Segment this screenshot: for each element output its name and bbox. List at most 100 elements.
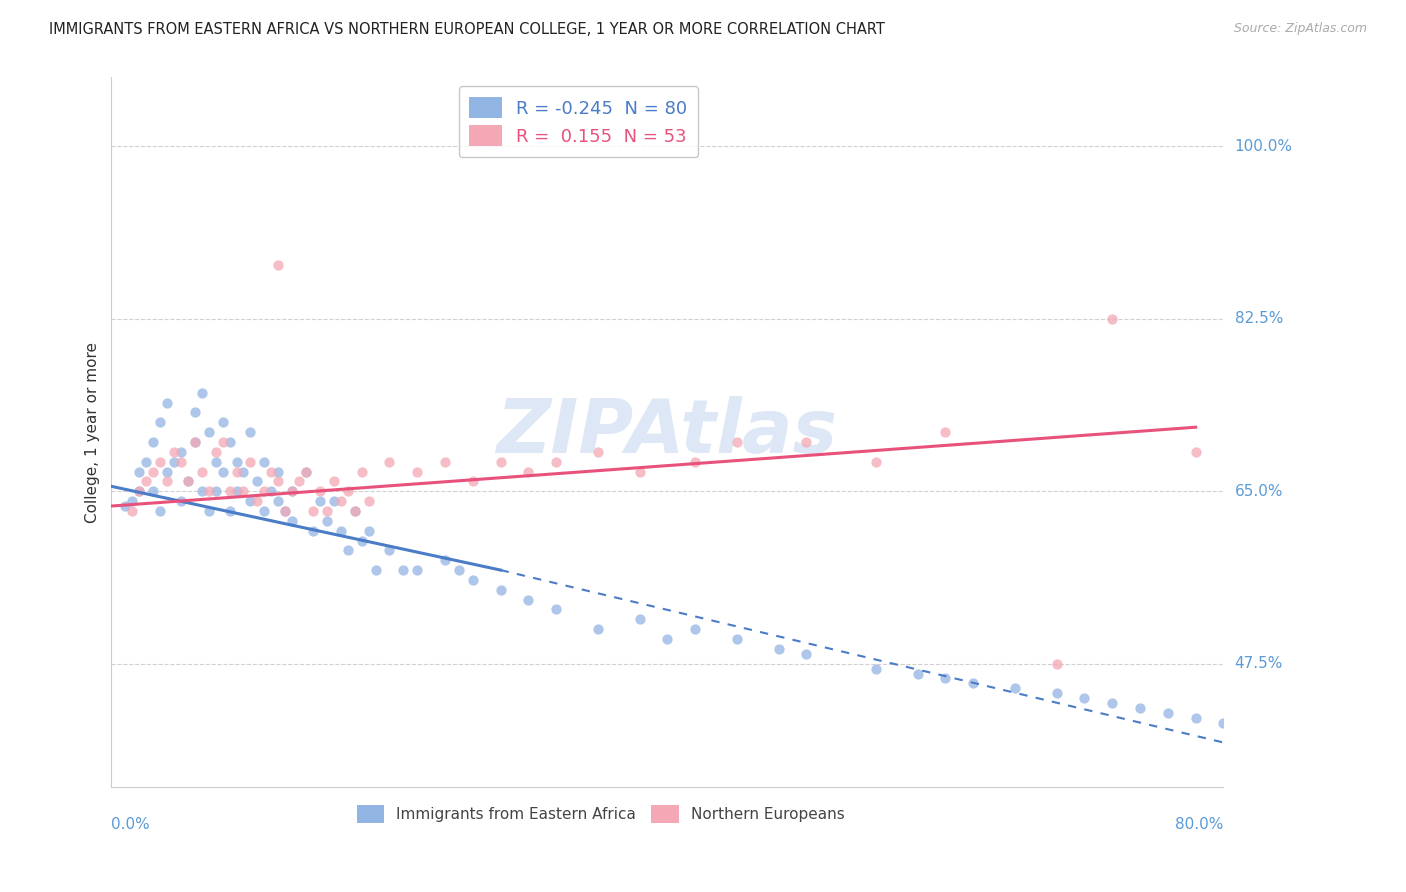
Text: 65.0%: 65.0% bbox=[1234, 483, 1284, 499]
Point bbox=[628, 465, 651, 479]
Point bbox=[1101, 696, 1123, 710]
Point bbox=[267, 494, 290, 508]
Point bbox=[128, 484, 150, 499]
Point bbox=[260, 484, 283, 499]
Point bbox=[191, 385, 214, 400]
Point bbox=[378, 543, 401, 558]
Point bbox=[149, 504, 172, 518]
Point bbox=[239, 494, 262, 508]
Point bbox=[204, 455, 226, 469]
Point bbox=[357, 494, 380, 508]
Point bbox=[232, 465, 254, 479]
Point bbox=[274, 504, 297, 518]
Point bbox=[934, 672, 956, 686]
Point bbox=[191, 484, 214, 499]
Point bbox=[725, 632, 748, 646]
Text: 0.0%: 0.0% bbox=[111, 817, 150, 832]
Point bbox=[191, 465, 214, 479]
Text: IMMIGRANTS FROM EASTERN AFRICA VS NORTHERN EUROPEAN COLLEGE, 1 YEAR OR MORE CORR: IMMIGRANTS FROM EASTERN AFRICA VS NORTHE… bbox=[49, 22, 886, 37]
Point bbox=[406, 465, 429, 479]
Point bbox=[302, 524, 325, 538]
Point bbox=[392, 563, 415, 577]
Point bbox=[121, 494, 143, 508]
Point bbox=[225, 455, 247, 469]
Point bbox=[253, 455, 276, 469]
Text: Source: ZipAtlas.com: Source: ZipAtlas.com bbox=[1233, 22, 1367, 36]
Point bbox=[302, 504, 325, 518]
Point bbox=[184, 435, 207, 450]
Point bbox=[218, 484, 240, 499]
Point bbox=[489, 455, 512, 469]
Point bbox=[288, 475, 311, 489]
Point bbox=[163, 445, 186, 459]
Point bbox=[336, 484, 359, 499]
Point bbox=[586, 445, 609, 459]
Point bbox=[156, 475, 179, 489]
Point bbox=[211, 415, 233, 429]
Point bbox=[315, 514, 337, 528]
Text: 82.5%: 82.5% bbox=[1234, 311, 1282, 326]
Point bbox=[156, 395, 179, 409]
Point bbox=[657, 632, 679, 646]
Point bbox=[142, 465, 165, 479]
Point bbox=[796, 647, 818, 661]
Point bbox=[517, 592, 540, 607]
Point bbox=[434, 553, 457, 567]
Point bbox=[211, 435, 233, 450]
Point bbox=[309, 494, 332, 508]
Point bbox=[768, 641, 790, 656]
Point bbox=[350, 533, 373, 548]
Point bbox=[865, 662, 887, 676]
Point bbox=[546, 455, 568, 469]
Point bbox=[315, 504, 337, 518]
Point bbox=[170, 455, 193, 469]
Point bbox=[225, 484, 247, 499]
Point bbox=[170, 445, 193, 459]
Point bbox=[281, 484, 304, 499]
Point bbox=[364, 563, 387, 577]
Point bbox=[378, 455, 401, 469]
Point bbox=[267, 465, 290, 479]
Point bbox=[461, 573, 484, 587]
Point bbox=[406, 563, 429, 577]
Point bbox=[267, 258, 290, 272]
Point bbox=[1184, 711, 1206, 725]
Point bbox=[149, 455, 172, 469]
Point bbox=[1157, 706, 1180, 720]
Point bbox=[128, 465, 150, 479]
Point bbox=[322, 494, 344, 508]
Point bbox=[517, 465, 540, 479]
Point bbox=[184, 405, 207, 419]
Text: 100.0%: 100.0% bbox=[1234, 139, 1292, 154]
Point bbox=[211, 465, 233, 479]
Point bbox=[135, 475, 157, 489]
Point bbox=[461, 475, 484, 489]
Point bbox=[274, 504, 297, 518]
Point bbox=[281, 484, 304, 499]
Point bbox=[170, 494, 193, 508]
Point bbox=[343, 504, 366, 518]
Point bbox=[350, 465, 373, 479]
Text: ZIPAtlas: ZIPAtlas bbox=[496, 396, 838, 468]
Point bbox=[357, 524, 380, 538]
Point bbox=[218, 435, 240, 450]
Point bbox=[197, 484, 219, 499]
Point bbox=[683, 455, 706, 469]
Point bbox=[309, 484, 332, 499]
Point bbox=[239, 455, 262, 469]
Point bbox=[907, 666, 929, 681]
Point bbox=[253, 504, 276, 518]
Point bbox=[586, 622, 609, 636]
Point bbox=[865, 455, 887, 469]
Point bbox=[329, 494, 352, 508]
Point bbox=[114, 499, 136, 513]
Point bbox=[329, 524, 352, 538]
Point bbox=[246, 494, 269, 508]
Point bbox=[1004, 681, 1026, 696]
Point bbox=[434, 455, 457, 469]
Point bbox=[1073, 691, 1095, 706]
Point bbox=[447, 563, 470, 577]
Point bbox=[204, 445, 226, 459]
Point bbox=[1212, 715, 1234, 730]
Text: 80.0%: 80.0% bbox=[1175, 817, 1223, 832]
